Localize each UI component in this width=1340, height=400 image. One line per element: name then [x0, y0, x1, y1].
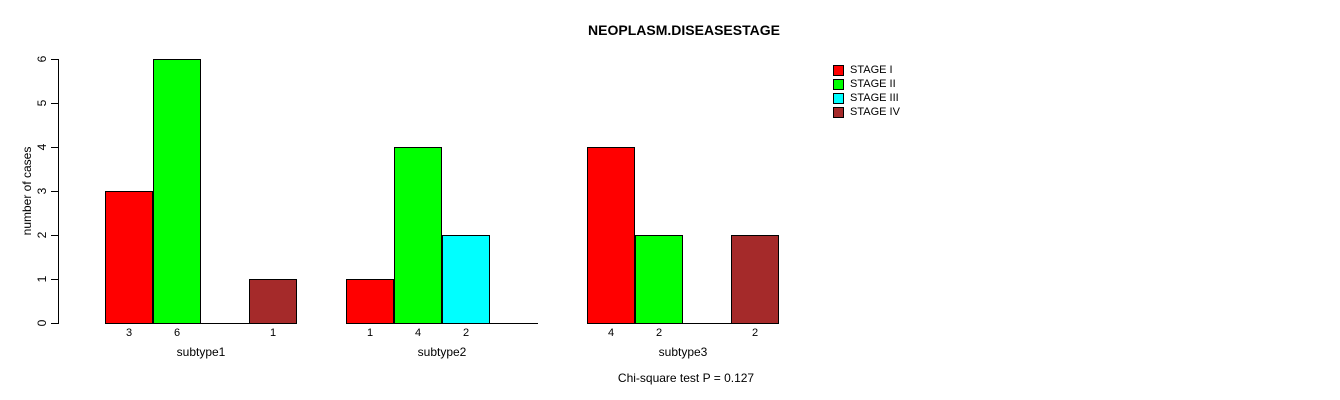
bar-value-label: 1 — [269, 327, 277, 339]
bar-subtype3-stage-ii — [635, 235, 683, 324]
x-axis-category-label-subtype2: subtype2 — [417, 345, 467, 359]
y-axis-tick — [51, 191, 58, 192]
y-axis-tick — [51, 323, 58, 324]
bar-subtype2-stage-iii — [442, 235, 490, 324]
bar-value-label: 4 — [607, 327, 615, 339]
y-axis-tick — [51, 103, 58, 104]
y-axis-tick-label: 6 — [35, 55, 49, 63]
bar-value-label: 4 — [414, 327, 422, 339]
y-axis-tick — [51, 279, 58, 280]
y-axis-tick — [51, 235, 58, 236]
chi-square-annotation: Chi-square test P = 0.127 — [617, 371, 755, 385]
bar-value-label: 1 — [366, 327, 374, 339]
bar-subtype2-stage-i — [346, 279, 394, 324]
y-axis-tick — [51, 59, 58, 60]
y-axis-tick-label: 3 — [35, 187, 49, 195]
bar-subtype1-stage-iv — [249, 279, 297, 324]
legend-label-stage-iv: STAGE IV — [850, 106, 900, 118]
legend-label-stage-i: STAGE I — [850, 64, 893, 76]
chart-title: NEOPLASM.DISEASESTAGE — [588, 22, 780, 38]
y-axis-tick-label: 5 — [35, 99, 49, 107]
y-axis-tick-label: 4 — [35, 143, 49, 151]
bar-value-label: 2 — [751, 327, 759, 339]
bar-subtype3-stage-i — [587, 147, 635, 324]
x-axis-category-label-subtype1: subtype1 — [176, 345, 226, 359]
bar-subtype2-stage-ii — [394, 147, 442, 324]
y-axis-line — [58, 59, 59, 324]
y-axis-tick-label: 0 — [35, 319, 49, 327]
bar-subtype3-stage-iv — [731, 235, 779, 324]
legend-label-stage-iii: STAGE III — [850, 92, 899, 104]
bar-value-label: 2 — [655, 327, 663, 339]
legend-swatch-stage-iv — [833, 107, 844, 118]
x-axis-baseline-subtype1 — [105, 323, 297, 324]
y-axis-label: number of cases — [20, 146, 34, 236]
y-axis-tick — [51, 147, 58, 148]
bar-subtype1-stage-ii — [153, 59, 201, 324]
y-axis-tick-label: 1 — [35, 275, 49, 283]
bar-subtype1-stage-i — [105, 191, 153, 324]
x-axis-category-label-subtype3: subtype3 — [658, 345, 708, 359]
x-axis-baseline-subtype3 — [587, 323, 779, 324]
y-axis-tick-label: 2 — [35, 231, 49, 239]
legend-swatch-stage-i — [833, 65, 844, 76]
legend-swatch-stage-iii — [833, 93, 844, 104]
legend-swatch-stage-ii — [833, 79, 844, 90]
bar-value-label: 3 — [125, 327, 133, 339]
legend-label-stage-ii: STAGE II — [850, 78, 896, 90]
bar-value-label: 6 — [173, 327, 181, 339]
bar-value-label: 2 — [462, 327, 470, 339]
